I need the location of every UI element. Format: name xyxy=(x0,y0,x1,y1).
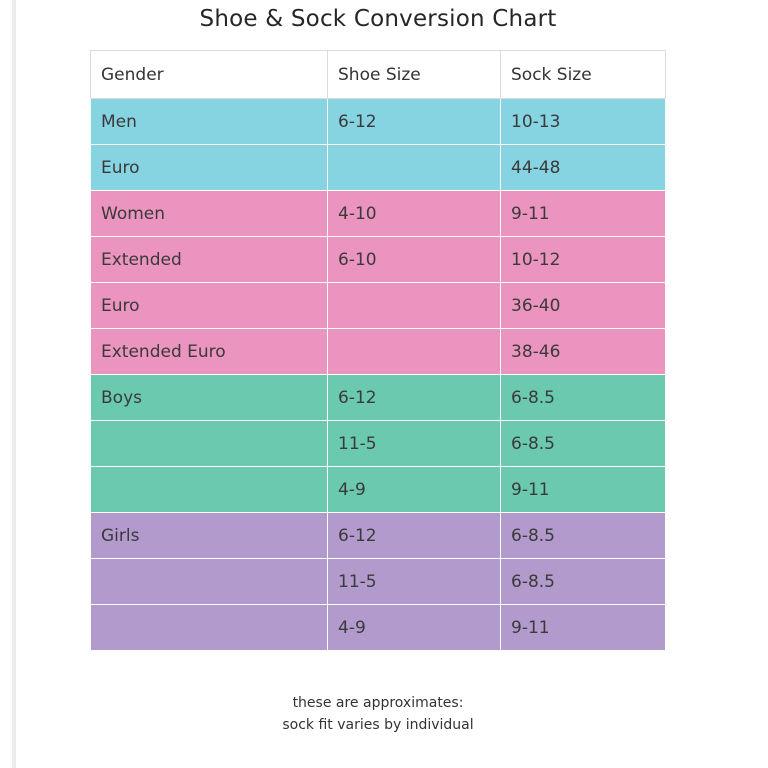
cell-shoe-size: 11-5 xyxy=(327,558,501,605)
cell-sock-size: 10-12 xyxy=(500,236,666,283)
cell-sock-size: 44-48 xyxy=(500,144,666,191)
cell-sock-size: 10-13 xyxy=(500,98,666,145)
cell-gender xyxy=(90,604,328,651)
table-row: Extended Euro 38-46 xyxy=(90,328,666,375)
cell-shoe-size xyxy=(327,328,501,375)
cell-shoe-size: 6-12 xyxy=(327,98,501,145)
header-sock-size: Sock Size xyxy=(500,50,666,99)
table-row: 4-9 9-11 xyxy=(90,466,666,513)
cell-sock-size: 6-8.5 xyxy=(500,512,666,559)
table-row: 11-5 6-8.5 xyxy=(90,558,666,605)
cell-shoe-size: 11-5 xyxy=(327,420,501,467)
cell-gender: Boys xyxy=(90,374,328,421)
header-shoe-size: Shoe Size xyxy=(327,50,501,99)
table-row: Boys 6-12 6-8.5 xyxy=(90,374,666,421)
cell-gender: Euro xyxy=(90,144,328,191)
table-row: 4-9 9-11 xyxy=(90,604,666,651)
cell-shoe-size: 4-9 xyxy=(327,466,501,513)
table-row: Extended 6-10 10-12 xyxy=(90,236,666,283)
header-gender: Gender xyxy=(90,50,328,99)
left-divider xyxy=(12,0,16,768)
table-row: Girls 6-12 6-8.5 xyxy=(90,512,666,559)
table-body: Men 6-12 10-13 Euro 44-48 Women 4-10 9-11 Extend… xyxy=(90,98,666,651)
cell-sock-size: 38-46 xyxy=(500,328,666,375)
cell-shoe-size: 4-9 xyxy=(327,604,501,651)
conversion-table: Gender Shoe Size Sock Size Men 6-12 10-13 E… xyxy=(90,50,666,651)
cell-shoe-size: 4-10 xyxy=(327,190,501,237)
cell-sock-size: 6-8.5 xyxy=(500,558,666,605)
cell-sock-size: 9-11 xyxy=(500,466,666,513)
cell-shoe-size: 6-10 xyxy=(327,236,501,283)
footnote-line-1: these are approximates: xyxy=(292,695,464,711)
cell-sock-size: 9-11 xyxy=(500,190,666,237)
cell-gender xyxy=(90,466,328,513)
cell-gender: Girls xyxy=(90,512,328,559)
cell-gender xyxy=(90,558,328,605)
cell-shoe-size xyxy=(327,282,501,329)
footnote: these are approximates: sock fit varies … xyxy=(0,692,756,736)
cell-gender: Extended Euro xyxy=(90,328,328,375)
cell-shoe-size xyxy=(327,144,501,191)
table-row: Euro 36-40 xyxy=(90,282,666,329)
cell-gender xyxy=(90,420,328,467)
cell-sock-size: 9-11 xyxy=(500,604,666,651)
table-row: Euro 44-48 xyxy=(90,144,666,191)
cell-gender: Men xyxy=(90,98,328,145)
cell-gender: Women xyxy=(90,190,328,237)
page-title: Shoe & Sock Conversion Chart xyxy=(199,6,557,32)
table-row: Women 4-10 9-11 xyxy=(90,190,666,237)
cell-gender: Euro xyxy=(90,282,328,329)
cell-sock-size: 6-8.5 xyxy=(500,420,666,467)
table-header-row: Gender Shoe Size Sock Size xyxy=(90,50,666,99)
cell-gender: Extended xyxy=(90,236,328,283)
cell-sock-size: 6-8.5 xyxy=(500,374,666,421)
table-row: Men 6-12 10-13 xyxy=(90,98,666,145)
cell-shoe-size: 6-12 xyxy=(327,374,501,421)
table-row: 11-5 6-8.5 xyxy=(90,420,666,467)
cell-shoe-size: 6-12 xyxy=(327,512,501,559)
footnote-line-2: sock fit varies by individual xyxy=(282,717,474,733)
cell-sock-size: 36-40 xyxy=(500,282,666,329)
